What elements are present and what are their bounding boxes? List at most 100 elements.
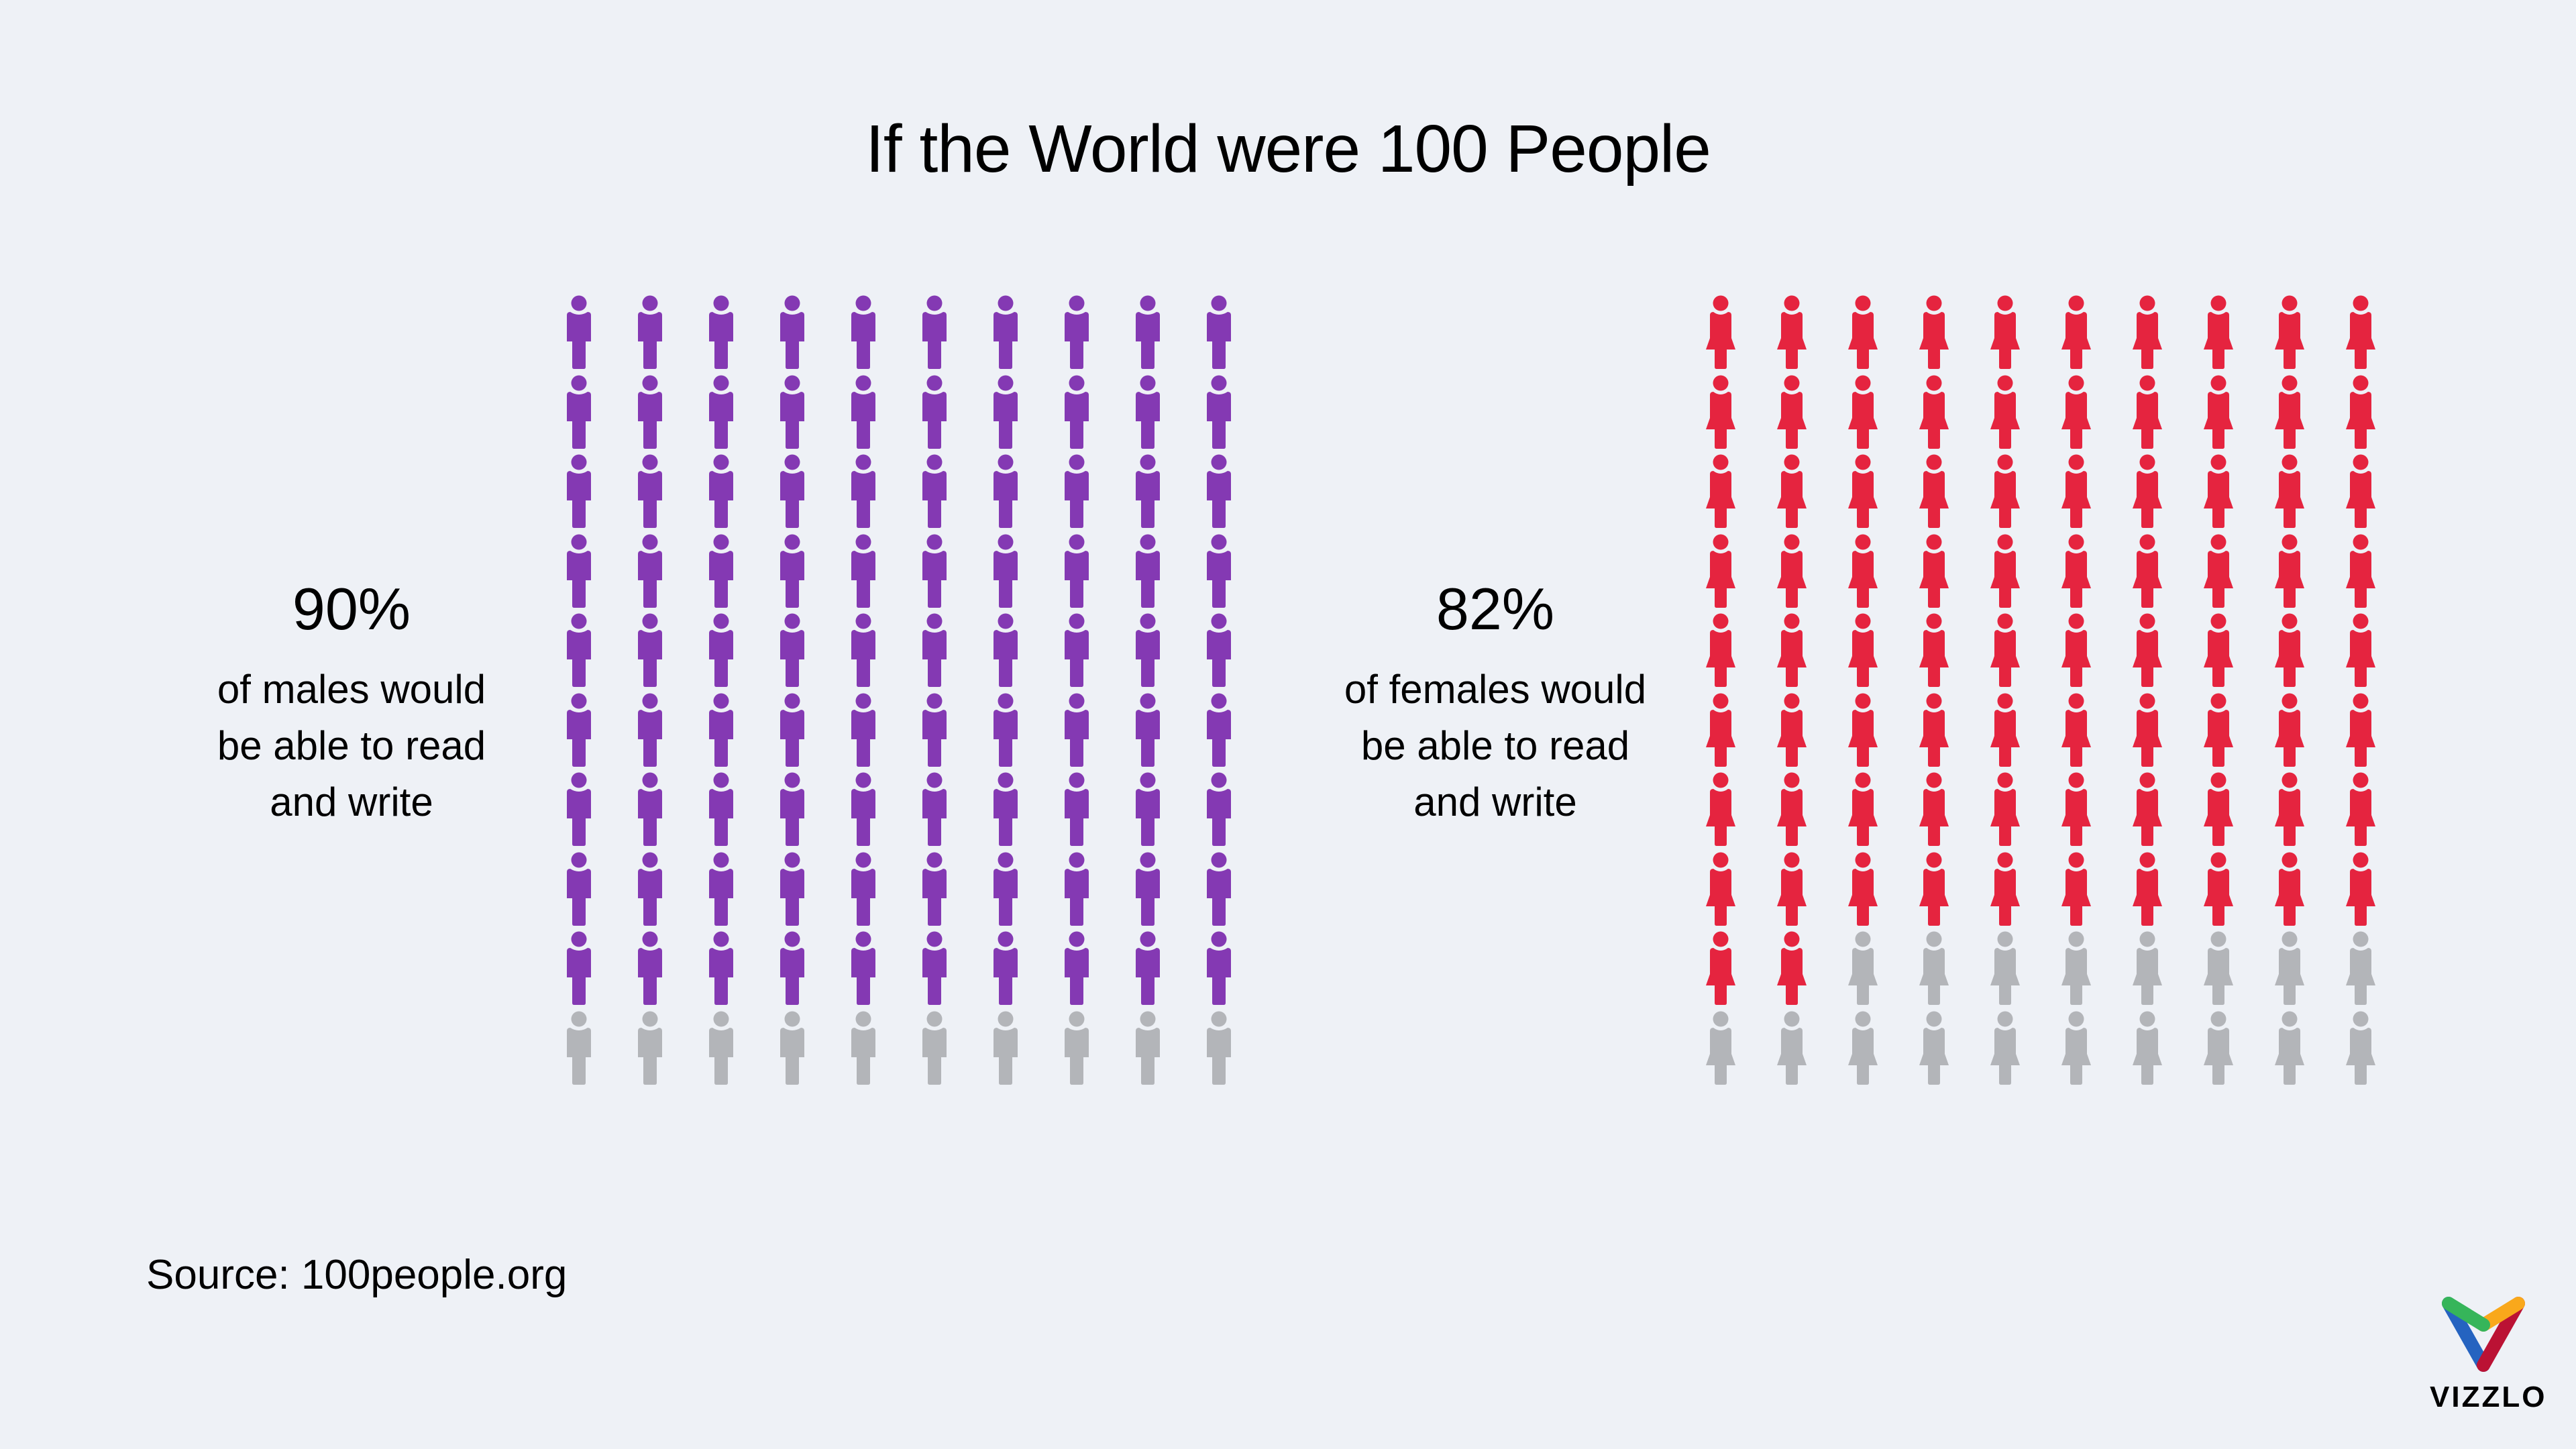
male-person-icon (828, 852, 899, 931)
male-person-icon (543, 295, 614, 374)
male-description: of males would be able to read and write (144, 661, 559, 830)
female-person-icon (1827, 295, 1898, 374)
male-person-icon (1112, 613, 1183, 692)
male-stat: 90% of males would be able to read and w… (144, 576, 559, 830)
male-person-icon (757, 295, 828, 374)
male-person-icon (899, 295, 970, 374)
female-person-icon (2325, 613, 2396, 692)
male-person-icon (1041, 295, 1112, 374)
male-percent: 90% (292, 576, 411, 642)
male-person-icon (757, 931, 828, 1010)
female-person-icon (2325, 295, 2396, 374)
female-person-icon (1756, 295, 1827, 374)
female-person-icon (2254, 852, 2325, 931)
male-person-icon (757, 772, 828, 851)
male-person-icon (1041, 772, 1112, 851)
male-person-icon (614, 693, 686, 772)
female-person-icon (2112, 454, 2183, 533)
male-person-icon (828, 375, 899, 454)
male-person-icon (828, 295, 899, 374)
female-person-icon (1898, 375, 1970, 454)
female-person-icon (1898, 772, 1970, 851)
male-person-icon (828, 772, 899, 851)
female-person-icon (1898, 852, 1970, 931)
male-person-icon (614, 772, 686, 851)
female-person-icon (1970, 852, 2041, 931)
female-person-icon (2112, 1011, 2183, 1090)
female-person-icon (2183, 931, 2254, 1010)
male-person-icon (757, 693, 828, 772)
female-person-icon (1827, 931, 1898, 1010)
male-person-icon (899, 613, 970, 692)
male-person-icon (970, 772, 1041, 851)
male-person-icon (686, 613, 757, 692)
female-person-icon (1756, 613, 1827, 692)
male-person-icon (970, 534, 1041, 613)
female-person-icon (2183, 852, 2254, 931)
female-person-icon (1685, 534, 1756, 613)
female-person-icon (1756, 852, 1827, 931)
male-person-icon (543, 1011, 614, 1090)
female-person-icon (2254, 454, 2325, 533)
female-person-icon (1970, 534, 2041, 613)
male-person-icon (757, 534, 828, 613)
female-person-icon (2041, 693, 2112, 772)
female-person-icon (2041, 295, 2112, 374)
male-person-icon (1112, 852, 1183, 931)
male-person-icon (828, 1011, 899, 1090)
male-person-icon (686, 772, 757, 851)
female-person-icon (1827, 375, 1898, 454)
female-person-icon (2254, 693, 2325, 772)
female-person-icon (2325, 454, 2396, 533)
female-person-icon (1827, 454, 1898, 533)
female-person-icon (1898, 295, 1970, 374)
vizzlo-logo-icon (2442, 1297, 2525, 1372)
female-person-icon (2112, 772, 2183, 851)
male-person-icon (828, 613, 899, 692)
male-person-icon (899, 454, 970, 533)
male-person-icon (1183, 295, 1254, 374)
female-person-icon (2041, 772, 2112, 851)
vizzlo-brand-text: VIZZLO (2430, 1381, 2547, 1413)
female-person-icon (1970, 931, 2041, 1010)
male-person-icon (757, 375, 828, 454)
female-person-icon (1685, 772, 1756, 851)
female-pictogram-grid (1685, 295, 2375, 1093)
male-person-icon (1112, 534, 1183, 613)
male-person-icon (686, 693, 757, 772)
female-description-line: be able to read (1360, 723, 1630, 768)
female-description: of females would be able to read and wri… (1287, 661, 1703, 830)
female-person-icon (2041, 534, 2112, 613)
female-person-icon (1970, 375, 2041, 454)
female-person-icon (2183, 772, 2254, 851)
male-person-icon (686, 931, 757, 1010)
female-description-line: of females would (1344, 667, 1647, 712)
male-person-icon (899, 1011, 970, 1090)
male-person-icon (828, 454, 899, 533)
female-person-icon (1685, 693, 1756, 772)
male-person-icon (1183, 931, 1254, 1010)
male-person-icon (1112, 931, 1183, 1010)
male-person-icon (1183, 613, 1254, 692)
female-person-icon (2254, 613, 2325, 692)
female-person-icon (2325, 693, 2396, 772)
female-person-icon (1685, 613, 1756, 692)
male-person-icon (543, 534, 614, 613)
male-person-icon (1112, 375, 1183, 454)
female-person-icon (2041, 931, 2112, 1010)
female-person-icon (1756, 454, 1827, 533)
female-person-icon (1970, 613, 2041, 692)
male-person-icon (757, 1011, 828, 1090)
male-person-icon (1183, 693, 1254, 772)
male-person-icon (1112, 693, 1183, 772)
female-person-icon (1685, 931, 1756, 1010)
female-person-icon (1827, 772, 1898, 851)
male-person-icon (970, 852, 1041, 931)
male-person-icon (686, 534, 757, 613)
male-person-icon (828, 931, 899, 1010)
female-person-icon (1898, 1011, 1970, 1090)
male-person-icon (1183, 1011, 1254, 1090)
female-person-icon (2325, 931, 2396, 1010)
female-person-icon (2183, 534, 2254, 613)
male-person-icon (1041, 931, 1112, 1010)
